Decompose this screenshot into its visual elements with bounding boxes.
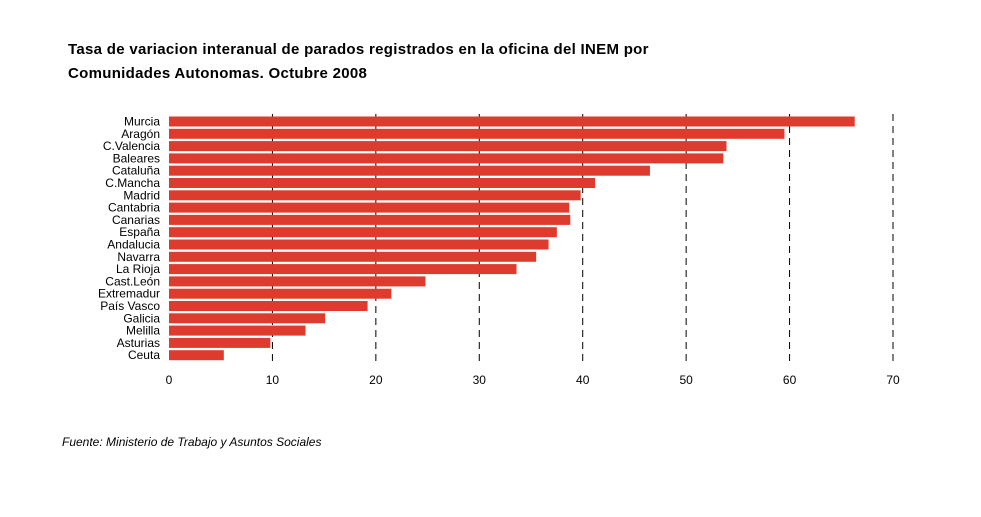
bar [169, 239, 549, 250]
category-label: Andalucia [107, 238, 160, 252]
bar [169, 214, 571, 225]
bar [169, 350, 224, 361]
bar [169, 301, 368, 311]
bar [169, 313, 326, 324]
category-label: Melilla [126, 324, 160, 338]
category-label: Cast.León [105, 274, 160, 288]
bar [169, 153, 724, 164]
category-label: País Vasco [100, 299, 160, 313]
category-label: España [119, 225, 160, 239]
bar [169, 190, 581, 201]
chart-title-line-2: Comunidades Autonomas. Octubre 2008 [68, 65, 368, 82]
x-tick-label: 20 [369, 373, 383, 387]
x-tick-label: 40 [576, 373, 590, 387]
source-note: Fuente: Ministerio de Trabajo y Asuntos … [62, 435, 322, 449]
category-label: C.Valencia [103, 139, 160, 153]
x-tick-label: 0 [166, 373, 173, 387]
category-label: Cataluña [112, 164, 160, 178]
x-tick-label: 50 [679, 373, 693, 387]
bar [169, 141, 727, 152]
category-label: Galicia [123, 311, 160, 325]
category-label: Extremadur [98, 287, 160, 301]
bar [169, 276, 426, 287]
category-label: La Rioja [116, 262, 160, 276]
category-label: Canarias [112, 213, 160, 227]
bar [169, 337, 271, 348]
category-label: Baleares [113, 151, 160, 165]
bar [169, 325, 306, 336]
x-tick-label: 70 [886, 373, 900, 387]
x-tick-label: 10 [266, 373, 280, 387]
category-label: Cantabria [108, 201, 160, 215]
chart-title: Tasa de variacion interanual de parados … [68, 38, 768, 86]
chart-title-line-1: Tasa de variacion interanual de parados … [68, 41, 649, 58]
bar [169, 165, 650, 176]
bar [169, 128, 785, 139]
bar [169, 264, 517, 275]
bar [169, 178, 596, 188]
bar [169, 202, 570, 213]
category-label: Aragón [121, 127, 160, 141]
category-label: Madrid [123, 188, 160, 202]
category-label: Navarra [117, 250, 160, 264]
bar [169, 288, 392, 299]
x-tick-label: 60 [783, 373, 797, 387]
category-label: Murcia [124, 115, 160, 129]
bar [169, 227, 557, 238]
category-label: Asturias [117, 336, 160, 350]
category-label: C.Mancha [105, 176, 160, 190]
bar [169, 251, 537, 262]
category-label: Ceuta [128, 348, 160, 362]
bar [169, 116, 855, 127]
x-tick-label: 30 [473, 373, 487, 387]
